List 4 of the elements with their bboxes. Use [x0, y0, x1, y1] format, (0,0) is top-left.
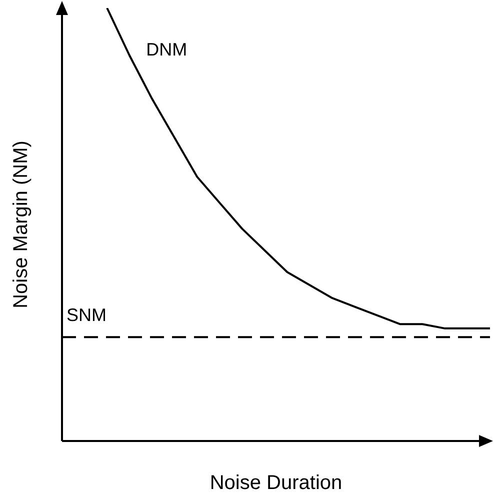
x-axis-title: Noise Duration [210, 472, 342, 493]
series-label: SNM [66, 305, 107, 326]
series-label: DNM [146, 40, 188, 60]
y-axis-title: Noise Margin (NM) [10, 140, 32, 308]
